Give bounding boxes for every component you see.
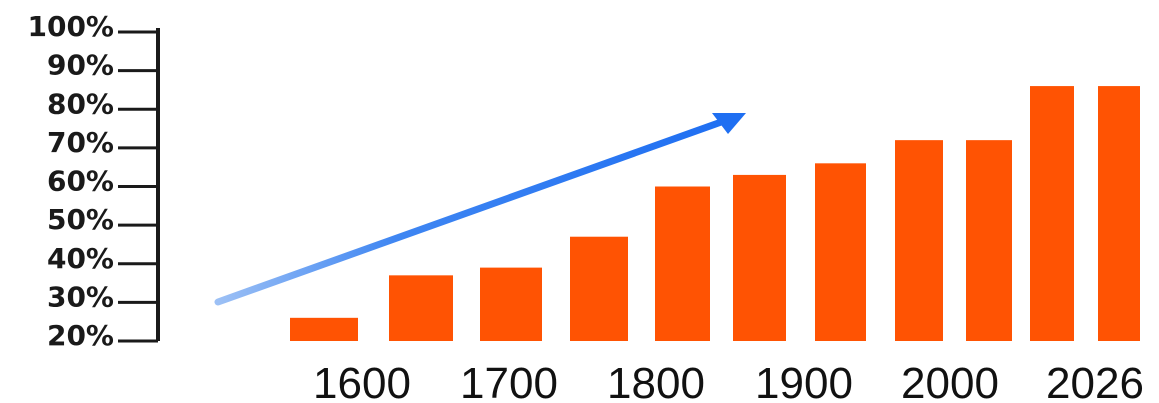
bar <box>966 140 1012 341</box>
trend-arrow <box>214 113 746 306</box>
y-tick-label: 40% <box>47 242 114 275</box>
bar <box>570 236 628 341</box>
bar <box>895 140 943 341</box>
y-tick-label: 80% <box>47 87 114 120</box>
y-tick-label: 30% <box>47 280 114 313</box>
bar <box>815 163 866 341</box>
bar <box>655 186 710 341</box>
x-tick-label: 2026 <box>1046 359 1144 403</box>
y-tick-label: 70% <box>47 126 114 159</box>
y-axis: 20% 30% 40% 50% 60% 70% 80% 90% 100% <box>27 10 160 352</box>
bar <box>389 275 453 341</box>
y-tick-label: 50% <box>47 203 114 236</box>
trend-arrow-head <box>712 113 746 134</box>
y-tick-label: 90% <box>47 49 114 82</box>
bar <box>1030 86 1074 341</box>
bar <box>733 174 786 341</box>
x-axis: 1600 1700 1800 1900 2000 2026 <box>313 359 1144 403</box>
x-tick-label: 1800 <box>607 359 705 403</box>
bar <box>480 267 542 341</box>
y-tick-label: 20% <box>47 319 114 352</box>
y-tick-label: 100% <box>27 10 114 43</box>
x-tick-label: 2000 <box>901 359 999 403</box>
y-tick-label: 60% <box>47 165 114 198</box>
bar <box>290 317 358 341</box>
trend-arrow-shaft <box>214 117 728 306</box>
x-tick-label: 1600 <box>313 359 411 403</box>
bar <box>1098 86 1140 341</box>
x-tick-label: 1700 <box>460 359 558 403</box>
x-tick-label: 1900 <box>755 359 853 403</box>
bars <box>290 86 1140 341</box>
